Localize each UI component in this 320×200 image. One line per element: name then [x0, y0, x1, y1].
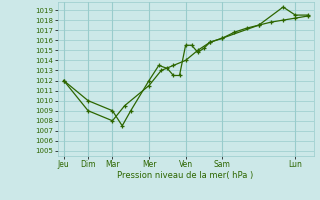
X-axis label: Pression niveau de la mer( hPa ): Pression niveau de la mer( hPa ) — [117, 171, 254, 180]
